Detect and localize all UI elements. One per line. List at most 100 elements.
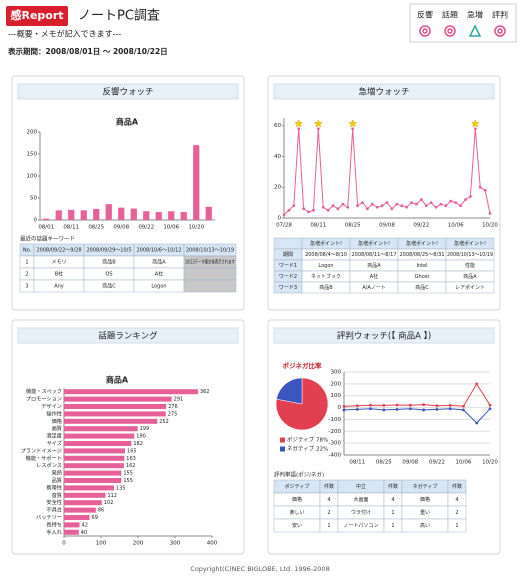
table-text: 商品A [463,273,477,280]
point [475,382,479,386]
bar [168,211,175,220]
bar [105,204,112,220]
page-title: ノートPC調査 [78,9,160,24]
bar [64,500,102,506]
table-text: Intel [416,263,427,269]
table-header: 中立 [356,483,366,490]
point [435,404,439,408]
y-tick-label: 操作性 [46,409,62,417]
point [395,407,399,411]
point [355,407,359,411]
nav-label[interactable]: 評判 [492,10,508,20]
data-label: 275 [168,411,178,417]
table-text: 商品C [102,283,116,290]
table-cell [273,237,303,250]
table-cell [183,267,237,281]
y-tick-label: 携帯性 [46,483,62,491]
table-text: A/Aノート [362,285,386,291]
y-tick-label: ブランドイメージ [21,446,62,454]
point [410,201,413,205]
nav-icon[interactable] [468,24,482,37]
x-tick-label: 08/25 [376,460,392,466]
bar [93,209,100,220]
legend-label: ネガティブ [287,445,315,453]
table-text: ワード2 [279,274,297,280]
point [369,407,372,411]
y-tick-label: 音質 [52,491,62,499]
x-tick-label: 400 [207,541,218,547]
point [488,407,492,411]
y-tick-label: 手入れ [46,528,62,536]
panel-header [273,83,495,100]
x-tick-label: 09/22 [138,225,154,231]
point [424,204,428,208]
point [434,205,438,209]
nav-icon[interactable] [494,25,506,37]
point [342,404,346,408]
legend-value: 78% [316,438,328,444]
nav-label[interactable]: 急増 [467,10,483,20]
point [369,403,372,407]
point [292,204,296,208]
x-tick-label: 200 [133,541,144,547]
table-text: 1 [327,523,330,529]
y-tick-label: 安全性 [46,498,62,506]
data-label: 182 [133,441,143,447]
point [405,205,409,209]
bar [130,208,137,220]
table-text: 2 [455,510,458,516]
table-text: 2 [25,272,28,278]
point [382,404,386,407]
nav-icon[interactable] [444,25,456,37]
table-text: 大画面 [353,496,368,503]
chart-title: ポジネガ比率 [283,361,323,370]
bar [64,529,79,535]
y-tick-label: サイズ [47,439,62,447]
bar [64,440,132,447]
data-label: 102 [104,500,114,506]
point [415,202,418,206]
point [316,127,320,131]
data-label: 69 [92,515,98,521]
bar [180,212,187,220]
bar [80,210,87,220]
x-tick-label: 08/01 [38,225,54,231]
bar [55,210,62,220]
nav-label[interactable]: 話題 [442,10,458,20]
table-text: 商品A [367,262,381,269]
bar [64,522,80,528]
table-text: 商品C [415,284,429,291]
data-label: 155 [123,478,133,484]
y-tick-label: 100 [27,174,38,180]
peak-star [471,119,480,128]
point [380,204,384,208]
data-label: 291 [174,397,184,403]
y-tick-label: 長持ち [46,520,62,528]
legend-value: 22% [316,447,328,453]
table-text: 価格 [292,496,302,503]
table-text: 楽しい [289,509,304,516]
point [419,198,423,201]
peak-star [314,119,323,128]
table-text: 1 [391,523,394,529]
table-text: 1 [391,510,394,516]
logo-box [6,6,68,26]
point [287,208,291,212]
bar [64,389,198,395]
bar [64,433,135,439]
panel-header [17,83,239,100]
table-text: ネットブック [311,273,341,280]
y-tick-label: 0 [278,216,282,222]
point [473,127,477,131]
panel-title: 評判ウォッチ(【 商品A 】) [337,331,431,342]
nav-label[interactable]: 反響 [417,10,433,20]
peak-star [348,119,357,128]
nav-icon[interactable] [419,25,431,37]
data-label: 163 [126,456,136,462]
table-text: 4 [455,497,458,503]
point [468,195,472,198]
table-text: Logon [151,284,166,290]
data-label: 190 [136,434,146,440]
panel-title: 急増ウォッチ [358,87,409,98]
point [408,407,412,411]
